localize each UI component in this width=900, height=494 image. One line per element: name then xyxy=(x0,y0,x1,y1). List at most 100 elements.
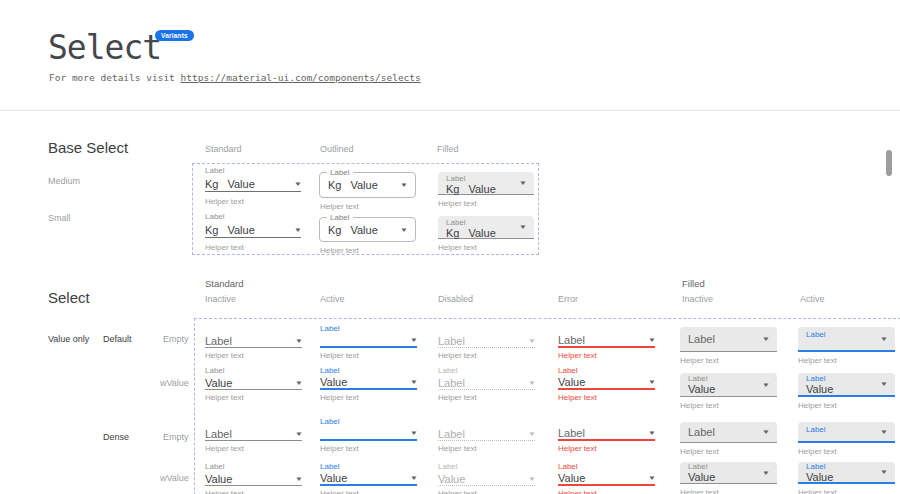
column-header-outlined: Outlined xyxy=(320,144,354,154)
column-header-filled-inactive: Inactive xyxy=(682,294,713,304)
helper-text: Helper text xyxy=(680,488,777,494)
floating-label: Label xyxy=(438,462,535,472)
select-control[interactable]: Label▼ xyxy=(558,334,655,348)
select-control[interactable]: Value▼ xyxy=(205,472,302,486)
helper-text: Helper text xyxy=(798,401,895,410)
select-control[interactable]: Label▼ xyxy=(680,327,777,352)
scrollbar-thumb[interactable] xyxy=(886,150,892,176)
helper-text: Helper text xyxy=(680,356,777,365)
helper-text: Helper text xyxy=(558,489,655,494)
group-header-standard: Standard xyxy=(205,278,244,289)
select-control[interactable]: LabelValue▼ xyxy=(680,373,777,397)
base-select-heading: Base Select xyxy=(48,139,128,156)
column-header-filled: Filled xyxy=(437,144,459,154)
material-ui-link[interactable]: https://material-ui.com/components/selec… xyxy=(181,72,421,83)
caret-down-icon: ▼ xyxy=(648,379,656,385)
helper-text: Helper text xyxy=(558,351,655,360)
floating-label: Label xyxy=(806,425,887,434)
helper-text: Helper text xyxy=(438,351,535,360)
select-control[interactable]: Value▼ xyxy=(205,376,302,390)
select-standard-disabled: Label▼ Helper text xyxy=(438,324,535,360)
select-control[interactable]: Label▼ xyxy=(798,422,895,443)
select-control[interactable]: Value▼ xyxy=(320,376,417,390)
select-standard-inactive: Label▼ Helper text xyxy=(205,324,302,360)
select-filled-active: LabelValue▼Helper text xyxy=(798,462,895,494)
select-value: Label xyxy=(205,428,232,440)
row-header-small: Small xyxy=(48,213,71,223)
select-control[interactable]: LabelKgValue▼ xyxy=(438,216,534,239)
row-label-empty-dense: Empty xyxy=(163,432,189,442)
helper-text: Helper text xyxy=(438,444,535,453)
caret-down-icon: ▼ xyxy=(648,337,656,343)
base-select-filled-medium: LabelKgValue▼Helper text xyxy=(438,172,534,208)
floating-label: Label xyxy=(320,366,417,376)
select-filled-active: Label▼ Helper text xyxy=(798,422,895,456)
select-control[interactable]: Value▼ xyxy=(320,472,417,486)
floating-label xyxy=(558,324,655,334)
select-standard-inactive: LabelValue▼Helper text xyxy=(205,366,302,402)
helper-text: Helper text xyxy=(798,447,895,456)
select-control[interactable]: Label▼ xyxy=(798,327,895,352)
select-control[interactable]: Label▼ xyxy=(438,427,535,441)
select-control[interactable]: Value▼ xyxy=(438,472,535,486)
select-control[interactable]: KgValue▼ xyxy=(205,176,301,192)
caret-down-icon: ▼ xyxy=(294,181,302,187)
select-control[interactable]: LabelKgValue▼ xyxy=(319,172,416,198)
floating-label: Label xyxy=(320,417,417,427)
row-label-wvalue-dense: wValue xyxy=(160,473,189,483)
select-control[interactable]: LabelValue▼ xyxy=(680,462,777,484)
helper-text: Helper text xyxy=(320,489,417,494)
value-text: Value xyxy=(350,179,377,191)
caret-down-icon: ▼ xyxy=(762,382,770,388)
base-select-standard-medium: LabelKgValue▼Helper text xyxy=(205,166,301,206)
select-filled-inactive: Label▼Helper text xyxy=(680,422,777,456)
floating-label: Label xyxy=(446,218,526,227)
select-control[interactable]: LabelKgValue▼ xyxy=(319,217,416,242)
caret-down-icon: ▼ xyxy=(410,430,418,436)
select-control[interactable]: Value▼ xyxy=(558,376,655,390)
select-control[interactable]: Value▼ xyxy=(558,472,655,486)
caret-down-icon: ▼ xyxy=(528,476,536,482)
column-header-standard: Standard xyxy=(205,144,242,154)
caret-down-icon: ▼ xyxy=(519,180,527,186)
select-control[interactable]: Label▼ xyxy=(680,422,777,443)
select-control[interactable]: Label▼ xyxy=(205,334,302,348)
select-value: Value xyxy=(205,377,232,389)
select-value: KgValue xyxy=(446,227,526,239)
select-value: Value xyxy=(558,472,585,484)
divider xyxy=(0,110,900,111)
select-control[interactable]: LabelValue▼ xyxy=(798,373,895,397)
helper-text: Helper text xyxy=(205,489,302,494)
helper-text: Helper text xyxy=(205,351,302,360)
floating-label: Label xyxy=(446,174,526,183)
select-control[interactable]: Label ▼ xyxy=(205,427,302,441)
select-control[interactable]: Label▼ xyxy=(558,427,655,441)
adornment-kg: Kg xyxy=(205,224,218,236)
select-control[interactable]: LabelValue▼ xyxy=(798,462,895,484)
helper-text: Helper text xyxy=(320,444,417,453)
caret-down-icon: ▼ xyxy=(410,475,418,481)
select-control[interactable]: ▼ xyxy=(320,334,417,348)
floating-label: Label xyxy=(205,462,302,472)
caret-down-icon: ▼ xyxy=(295,431,303,437)
select-control[interactable]: ▼ xyxy=(320,427,417,441)
caret-down-icon: ▼ xyxy=(528,338,536,344)
select-value: KgValue xyxy=(328,179,378,191)
select-value: KgValue xyxy=(446,183,526,195)
caret-down-icon: ▼ xyxy=(400,182,408,188)
select-control[interactable]: LabelKgValue▼ xyxy=(438,172,534,195)
select-filled-active: LabelValue▼ Helper text xyxy=(798,373,895,410)
caret-down-icon: ▼ xyxy=(410,337,418,343)
select-value: Value xyxy=(806,383,887,395)
floating-label: Label xyxy=(806,462,887,471)
select-filled-inactive: Label▼ Helper text xyxy=(680,327,777,365)
row-label-empty: Empty xyxy=(163,334,189,344)
select-control[interactable]: Label▼ xyxy=(438,334,535,348)
select-control[interactable]: KgValue▼ xyxy=(205,222,301,238)
floating-label: Label xyxy=(558,462,655,472)
select-control[interactable]: Label▼ xyxy=(438,376,535,390)
helper-text: Helper text xyxy=(320,202,359,211)
helper-text: Helper text xyxy=(205,243,301,252)
helper-text: Helper text xyxy=(205,393,302,402)
select-value: Value xyxy=(320,376,347,388)
